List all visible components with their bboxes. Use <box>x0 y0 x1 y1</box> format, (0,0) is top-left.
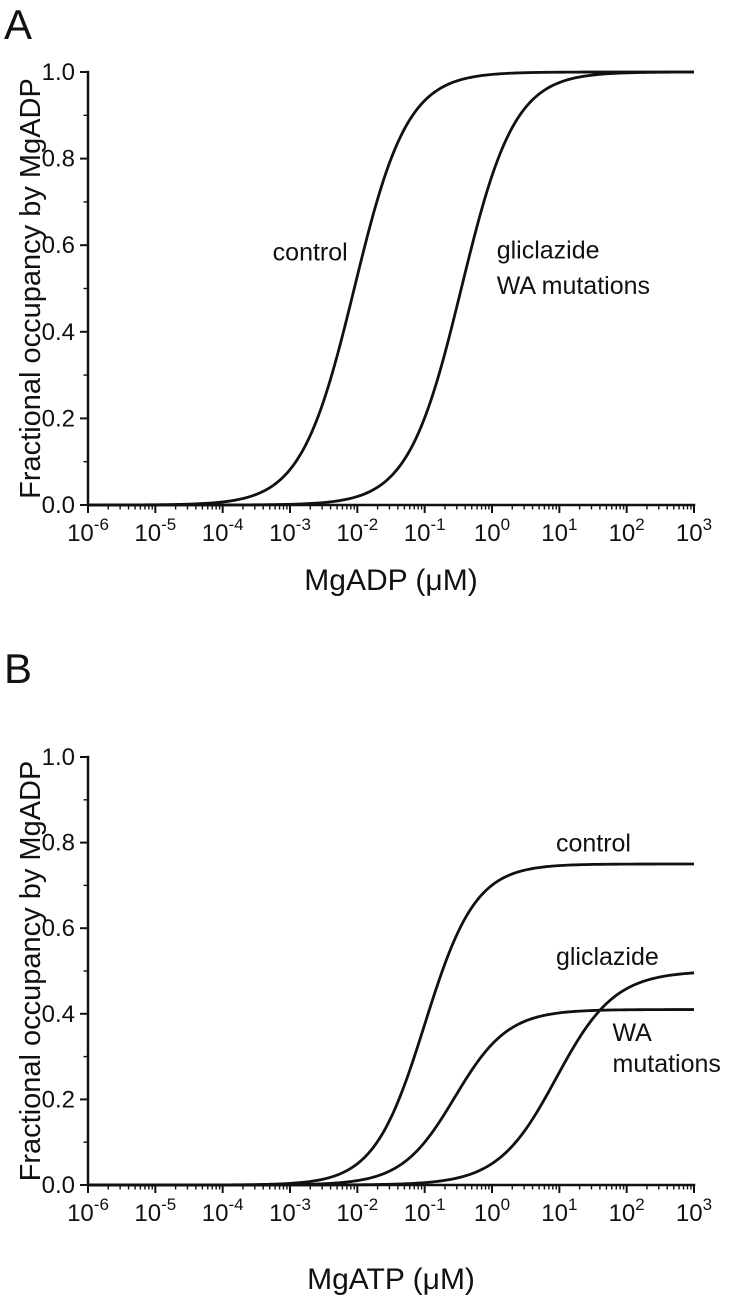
y-tick-label: 0.2 <box>42 405 75 432</box>
x-axis-title: MgATP (μM) <box>307 1263 475 1296</box>
x-tick-label: 10-3 <box>269 1195 311 1227</box>
panel-a: A 10-6 10-5 10-4 10-3 10-2 10-1 100 101 102 103 0.… <box>0 0 740 640</box>
y-tick-label: 0.8 <box>42 830 75 857</box>
x-tick-label: 103 <box>676 515 712 547</box>
curve-gliclazide-wa-mutations <box>88 70 694 507</box>
x-tick-label: 10-4 <box>202 1195 244 1227</box>
x-tick-label: 10-2 <box>336 1195 378 1227</box>
y-tick-label: 0.0 <box>42 492 75 519</box>
annotation-control: control <box>273 239 348 267</box>
annotation-control: control <box>556 830 631 858</box>
y-tick-label: 0.0 <box>42 1172 75 1199</box>
curve-wa-mutations <box>88 1008 694 1187</box>
y-tick-label: 1.0 <box>42 744 75 771</box>
y-axis-title: Fractional occupancy by MgADP <box>15 78 47 499</box>
x-tick-label: 10-6 <box>67 1195 109 1227</box>
x-tick-label: 103 <box>676 1195 712 1227</box>
annotation-wa: WA <box>613 1019 653 1047</box>
y-axis-title: Fractional occupancy by MgADP <box>15 761 47 1182</box>
y-tick-label: 0.8 <box>42 146 75 173</box>
x-tick-label: 100 <box>474 1195 510 1227</box>
y-tick-label: 0.6 <box>42 915 75 942</box>
x-tick-label: 10-2 <box>336 515 378 547</box>
y-tick-label: 0.2 <box>42 1086 75 1113</box>
panel-b: B 10-6 10-5 10-4 10-3 10-2 10-1 100 101 102 103 0.… <box>0 640 740 1308</box>
x-tick-label: 10-1 <box>404 515 446 547</box>
panel-b-plot: 10-6 10-5 10-4 10-3 10-2 10-1 100 101 102 103 0.0 0… <box>15 744 721 1296</box>
curve-control <box>88 862 694 1187</box>
x-tick-label: 101 <box>541 1195 577 1227</box>
panel-a-plot: 10-6 10-5 10-4 10-3 10-2 10-1 100 101 102 103 0.0 0… <box>15 59 712 597</box>
annotation-wa-mutations: WA mutations <box>497 272 650 300</box>
annotation-mutations: mutations <box>613 1050 721 1078</box>
x-tick-label: 102 <box>609 515 645 547</box>
x-tick-label: 10-5 <box>134 1195 176 1227</box>
curve-gliclazide <box>88 971 695 1187</box>
x-tick-label: 10-4 <box>202 515 244 547</box>
x-tick-label: 10-5 <box>134 515 176 547</box>
y-tick-label: 1.0 <box>42 59 75 86</box>
annotation-gliclazide: gliclazide <box>497 237 600 265</box>
x-axis-title: MgADP (μM) <box>304 564 477 597</box>
x-tick-label: 100 <box>474 515 510 547</box>
y-tick-label: 0.4 <box>42 1001 75 1028</box>
x-tick-label: 10-3 <box>269 515 311 547</box>
y-tick-label: 0.4 <box>42 319 75 346</box>
x-tick-label: 101 <box>541 515 577 547</box>
x-tick-label: 102 <box>609 1195 645 1227</box>
x-tick-label: 10-1 <box>404 1195 446 1227</box>
annotation-gliclazide: gliclazide <box>556 943 659 971</box>
x-tick-label: 10-6 <box>67 515 109 547</box>
panel-b-letter: B <box>4 645 33 692</box>
panel-a-letter: A <box>4 1 33 48</box>
y-tick-label: 0.6 <box>42 232 75 259</box>
